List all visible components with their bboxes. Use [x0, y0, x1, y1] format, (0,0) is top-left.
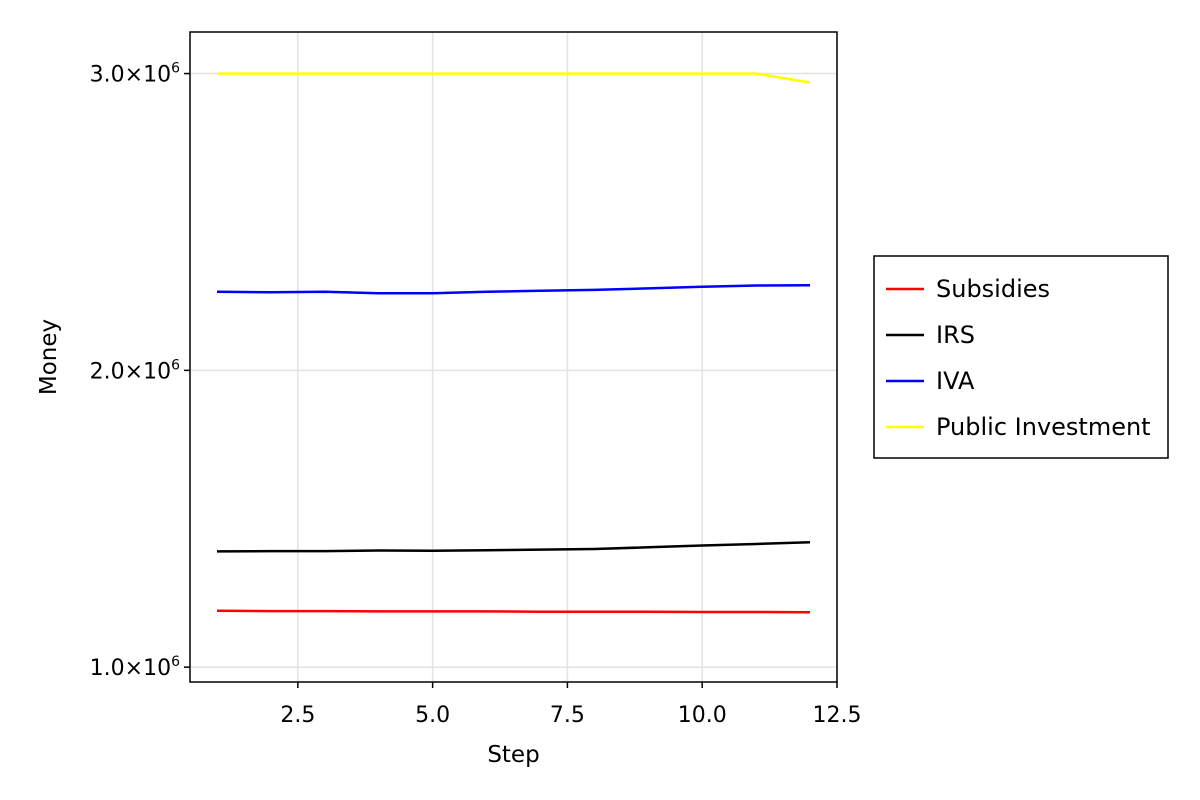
y-tick-label: 1.0×106 — [90, 654, 180, 681]
legend-label-irs: IRS — [936, 321, 975, 349]
series-lines — [216, 72, 811, 614]
legend-label-subsidies: Subsidies — [936, 275, 1050, 303]
y-axis-ticks: 1.0×106 2.0×106 3.0×106 — [90, 61, 190, 681]
plot-area — [190, 32, 837, 682]
x-tick-label: 5.0 — [415, 703, 450, 728]
x-tick-label: 12.5 — [813, 703, 862, 728]
series-line-public-investment — [217, 72, 811, 84]
y-tick-label: 2.0×106 — [90, 357, 180, 384]
legend-label-iva: IVA — [936, 367, 975, 395]
x-axis-title: Step — [487, 742, 539, 768]
x-axis-ticks: 2.5 5.0 7.5 10.0 12.5 — [280, 682, 861, 728]
y-tick-label: 3.0×106 — [90, 61, 180, 88]
legend-label-public-investment: Public Investment — [936, 413, 1151, 441]
x-tick-label: 2.5 — [280, 703, 315, 728]
x-tick-label: 10.0 — [678, 703, 727, 728]
series-line-iva — [216, 283, 811, 295]
plot-border — [189, 31, 838, 683]
x-tick-label: 7.5 — [550, 703, 585, 728]
series-line-subsidies — [216, 609, 811, 614]
y-axis-title: Money — [36, 319, 62, 395]
series-line-irs — [216, 540, 811, 553]
legend: Subsidies IRS IVA Public Investment — [873, 255, 1169, 459]
